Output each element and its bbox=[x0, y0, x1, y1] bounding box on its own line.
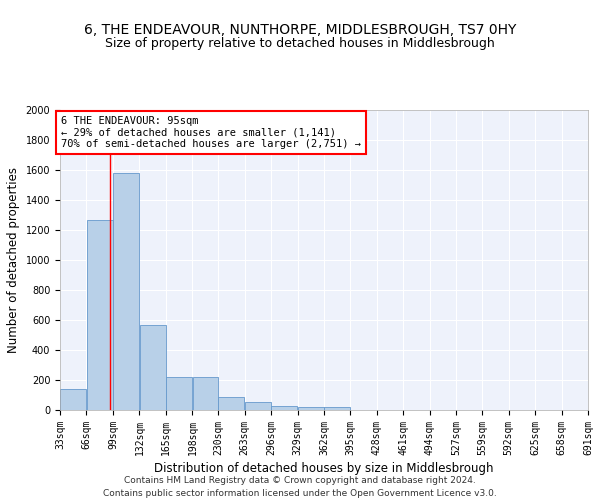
Bar bbox=[193, 377, 218, 410]
Bar bbox=[113, 173, 139, 410]
Bar bbox=[61, 389, 86, 410]
Bar bbox=[298, 408, 323, 410]
Bar bbox=[140, 324, 166, 410]
Bar bbox=[245, 402, 271, 410]
Text: Size of property relative to detached houses in Middlesbrough: Size of property relative to detached ho… bbox=[105, 38, 495, 51]
Y-axis label: Number of detached properties: Number of detached properties bbox=[7, 167, 20, 353]
Bar bbox=[271, 406, 297, 410]
Bar bbox=[166, 377, 192, 410]
Text: Contains HM Land Registry data © Crown copyright and database right 2024.
Contai: Contains HM Land Registry data © Crown c… bbox=[103, 476, 497, 498]
X-axis label: Distribution of detached houses by size in Middlesbrough: Distribution of detached houses by size … bbox=[154, 462, 494, 475]
Bar bbox=[325, 408, 350, 410]
Bar bbox=[218, 396, 244, 410]
Text: 6 THE ENDEAVOUR: 95sqm
← 29% of detached houses are smaller (1,141)
70% of semi-: 6 THE ENDEAVOUR: 95sqm ← 29% of detached… bbox=[61, 116, 361, 149]
Text: 6, THE ENDEAVOUR, NUNTHORPE, MIDDLESBROUGH, TS7 0HY: 6, THE ENDEAVOUR, NUNTHORPE, MIDDLESBROU… bbox=[84, 22, 516, 36]
Bar bbox=[87, 220, 113, 410]
